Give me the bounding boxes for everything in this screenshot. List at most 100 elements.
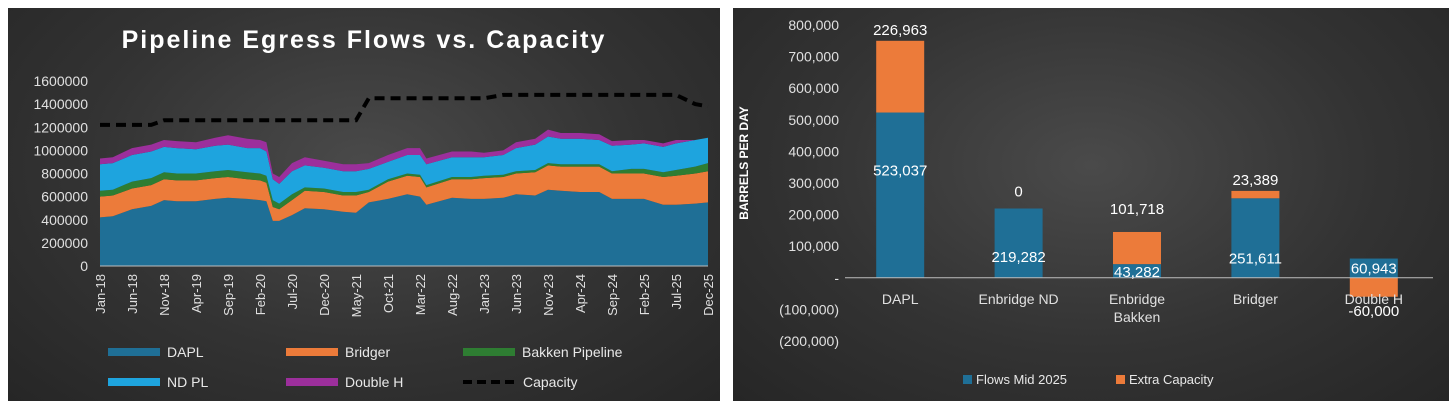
x-tick-label: Dec-25 <box>701 274 716 316</box>
category-label: Bridger <box>1233 291 1278 307</box>
legend-label: Double H <box>345 374 404 390</box>
legend-label: Capacity <box>523 374 578 390</box>
legend-swatch <box>108 348 160 356</box>
y-tick-label: 200000 <box>41 235 88 251</box>
legend-label: Flows Mid 2025 <box>976 372 1068 387</box>
y-tick-label: - <box>834 270 839 286</box>
legend-item-bakken-pipeline[interactable]: Bakken Pipeline <box>463 344 622 360</box>
x-tick-label: May-21 <box>349 274 364 317</box>
y-tick-label: 1200000 <box>33 119 88 135</box>
x-tick-label: Jun-18 <box>125 274 140 314</box>
bar-extra-double-h <box>1349 277 1398 297</box>
y-tick-label: 800,000 <box>788 17 839 33</box>
bar-extra-dapl <box>876 40 925 113</box>
x-tick-label: Oct-21 <box>381 274 396 313</box>
x-tick-label: Feb-25 <box>637 274 652 315</box>
y-tick-label: 1000000 <box>33 142 88 158</box>
area-double-h <box>100 129 708 184</box>
y-tick-label: 0 <box>80 258 88 274</box>
bar-flows-double-h <box>1349 258 1398 278</box>
x-tick-label: Mar-22 <box>413 274 428 315</box>
legend-item-extra-capacity[interactable]: Extra Capacity <box>1116 372 1214 387</box>
legend-label: Extra Capacity <box>1129 372 1214 387</box>
x-tick-label: Aug-22 <box>445 274 460 316</box>
data-label-extra: 0 <box>1014 184 1022 201</box>
y-tick-label: 800000 <box>41 166 88 182</box>
x-tick-label: Apr-24 <box>573 274 588 313</box>
legend-swatch <box>963 375 972 384</box>
category-label: Bakken <box>1114 309 1161 325</box>
bar-flows-dapl <box>876 112 925 278</box>
legend-swatch <box>463 380 519 384</box>
data-label-extra: 226,963 <box>873 22 927 39</box>
y-tick-label: 700,000 <box>788 49 839 65</box>
x-tick-label: Jul-20 <box>285 274 300 309</box>
area-nd-pl <box>100 136 708 204</box>
left-chart-panel: Pipeline Egress Flows vs. Capacity 0 2000… <box>8 8 720 401</box>
bar-extra-enbridge-bakken <box>1113 231 1161 265</box>
legend-item-bridger[interactable]: Bridger <box>286 344 390 360</box>
y-tick-label: 600,000 <box>788 80 839 96</box>
category-label: Double H <box>1345 291 1403 307</box>
bar-flows-enbridge-bakken <box>1113 264 1161 278</box>
y-tick-label: (200,000) <box>779 333 839 349</box>
bar-chart: (200,000) (100,000) - 100,000 200,000 300,000… <box>737 17 1433 349</box>
y-tick-label: 1600000 <box>33 73 88 89</box>
x-tick-label: Nov-18 <box>157 274 172 316</box>
y-tick-label: 600000 <box>41 189 88 205</box>
legend-label: ND PL <box>167 374 209 390</box>
capacity-line <box>100 92 709 127</box>
legend-swatch <box>286 348 338 356</box>
category-label: Enbridge ND <box>979 291 1059 307</box>
x-tick-label: Nov-23 <box>541 274 556 316</box>
data-label-extra: -60,000 <box>1348 303 1399 320</box>
category-label: DAPL <box>882 291 919 307</box>
y-tick-label: 300,000 <box>788 175 839 191</box>
right-chart-panel: (200,000) (100,000) - 100,000 200,000 300,000… <box>733 8 1449 401</box>
legend-item-flows[interactable]: Flows Mid 2025 <box>963 372 1067 387</box>
y-tick-label: 400,000 <box>788 143 839 159</box>
category-label: Enbridge <box>1109 291 1165 307</box>
legend-item-nd-pl[interactable]: ND PL <box>108 374 208 390</box>
area-dapl <box>100 189 708 266</box>
y-tick-label: 1400000 <box>33 96 88 112</box>
x-tick-label: Jan-23 <box>477 274 492 314</box>
legend-swatch <box>1116 375 1125 384</box>
legend-swatch <box>108 378 160 386</box>
legend-label: Bakken Pipeline <box>522 344 623 360</box>
area-bakken-pipeline <box>100 163 708 210</box>
area-bridger <box>100 165 708 221</box>
x-tick-label: Dec-20 <box>317 274 332 316</box>
y-tick-label: 200,000 <box>788 207 839 223</box>
data-label-flows: 219,282 <box>991 249 1045 266</box>
x-tick-label: Sep-19 <box>221 274 236 316</box>
data-label-extra: 101,718 <box>1110 201 1164 218</box>
x-tick-label: Jul-25 <box>669 274 684 309</box>
x-tick-label: Feb-20 <box>253 274 268 315</box>
x-tick-label: Apr-19 <box>189 274 204 313</box>
area-chart: 0 200000 400000 600000 800000 1000000 1200000 1… <box>33 73 716 317</box>
x-tick-label: Sep-24 <box>605 274 620 316</box>
bar-flows-enbridge-nd <box>994 208 1043 278</box>
data-label-flows: 60,943 <box>1351 261 1397 278</box>
legend-label: DAPL <box>167 344 204 360</box>
data-label-flows: 251,611 <box>1229 250 1282 267</box>
legend-item-capacity[interactable]: Capacity <box>463 374 577 390</box>
data-label-extra: 23,389 <box>1232 172 1278 189</box>
legend-swatch <box>463 348 515 356</box>
legend-label: Bridger <box>345 344 391 360</box>
x-tick-label: Jun-23 <box>509 274 524 314</box>
legend-swatch <box>286 378 338 386</box>
y-tick-label: 500,000 <box>788 112 839 128</box>
x-tick-label: Jan-18 <box>93 274 108 314</box>
y-axis-title: BARRELS PER DAY <box>737 106 751 220</box>
bar-extra-bridger <box>1231 190 1280 199</box>
y-tick-label: 100,000 <box>788 238 839 254</box>
data-label-flows: 43,282 <box>1114 264 1160 281</box>
data-label-flows: 523,037 <box>873 162 927 179</box>
y-tick-label: 400000 <box>41 212 88 228</box>
legend-item-dapl[interactable]: DAPL <box>108 344 204 360</box>
bar-flows-bridger <box>1231 198 1280 278</box>
chart-title: Pipeline Egress Flows vs. Capacity <box>121 26 607 54</box>
legend-item-double-h[interactable]: Double H <box>286 374 403 390</box>
